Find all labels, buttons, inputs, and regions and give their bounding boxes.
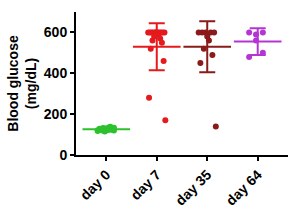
svg-text:0: 0 [59,147,67,163]
svg-text:400: 400 [44,65,68,81]
svg-text:day 35: day 35 [172,166,214,208]
svg-text:200: 200 [44,106,68,122]
svg-text:Blood glucose(mg/dL): Blood glucose(mg/dL) [5,35,39,132]
svg-text:600: 600 [44,24,68,40]
svg-text:day 64: day 64 [223,166,265,208]
svg-text:day 0: day 0 [77,166,114,203]
svg-text:day 7: day 7 [127,166,164,203]
